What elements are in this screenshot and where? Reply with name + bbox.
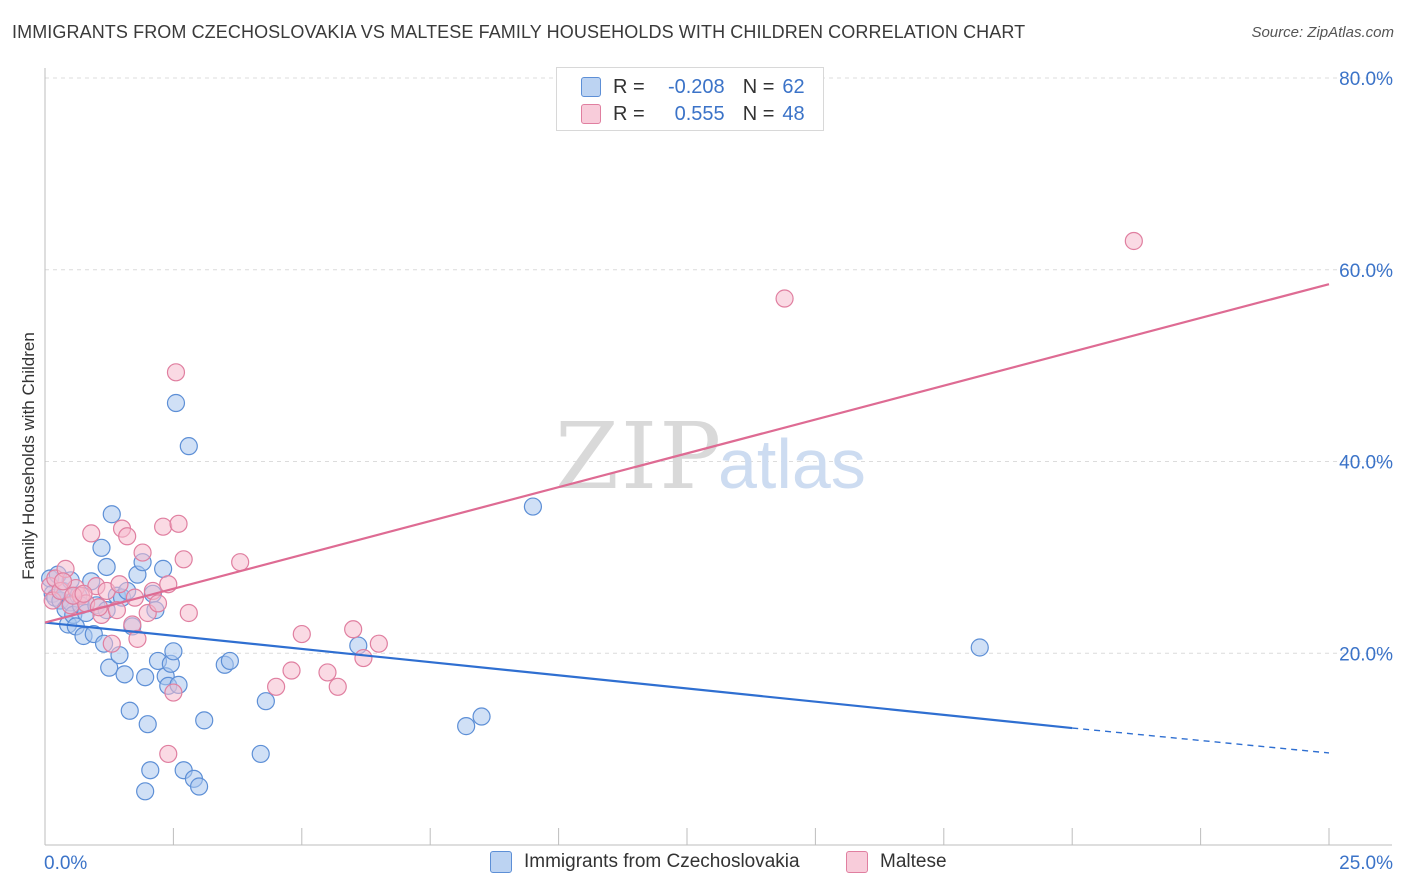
grid-lines	[45, 77, 1392, 654]
czechoslovakia-point	[115, 665, 134, 684]
maltese-point	[318, 663, 337, 682]
y-axis-label: Family Households with Children	[19, 332, 38, 580]
chart-title: IMMIGRANTS FROM CZECHOSLOVAKIA VS MALTES…	[12, 22, 1026, 42]
legend-n-value: 48	[782, 102, 805, 125]
y-tick-label: 40.0%	[1339, 453, 1393, 474]
czechoslovakia-point	[102, 505, 121, 524]
maltese-trend-line	[44, 283, 1330, 624]
czechoslovakia-point	[256, 692, 275, 711]
czechoslovakia-point	[472, 707, 491, 726]
czechoslovakia-point	[136, 668, 155, 687]
maltese-point	[53, 572, 73, 591]
y-tick-label: 20.0%	[1339, 644, 1393, 665]
legend-n-value: 62	[782, 75, 805, 98]
x-tick-labels: 0.0% 25.0%	[44, 853, 1393, 874]
series-legend-pink-swatch	[846, 851, 868, 873]
x-tick-label: 0.0%	[44, 853, 87, 874]
maltese-point	[166, 363, 186, 382]
correlation-legend: R = -0.208 N = 62 R = 0.555 N = 48	[556, 67, 824, 131]
maltese-point	[328, 677, 347, 696]
watermark: ZIP atlas	[555, 403, 866, 510]
maltese-point	[775, 289, 794, 308]
maltese-point	[179, 603, 198, 623]
watermark-atlas: atlas	[718, 425, 866, 503]
czechoslovakia-point	[136, 782, 155, 801]
legend-swatch-blue	[581, 77, 601, 97]
maltese-point	[74, 584, 93, 603]
maltese-point	[133, 543, 152, 562]
czechoslovakia-point	[166, 393, 186, 413]
maltese-point	[128, 629, 147, 648]
maltese-point	[82, 524, 101, 543]
series-legend-maltese: Maltese	[846, 851, 947, 873]
legend-n-label: N =	[742, 102, 775, 125]
maltese-point	[354, 648, 373, 668]
czechoslovakia-point	[457, 717, 476, 736]
y-tick-labels: 20.0% 40.0% 60.0% 80.0%	[1339, 69, 1393, 665]
czechoslovakia-point	[92, 538, 111, 557]
maltese-point	[1124, 231, 1143, 251]
series-legend-label: Immigrants from Czechoslovakia	[524, 851, 800, 872]
maltese-point	[118, 527, 137, 546]
maltese-point	[267, 677, 286, 696]
maltese-point	[110, 575, 129, 594]
czechoslovakia-trend-line	[44, 621, 1073, 730]
maltese-point	[174, 550, 193, 569]
series-legend-czechoslovakia: Immigrants from Czechoslovakia	[490, 851, 800, 873]
czechoslovakia-trend-extension	[1072, 727, 1330, 754]
watermark-zip: ZIP	[555, 403, 723, 510]
czechoslovakia-point	[195, 711, 214, 730]
czechoslovakia-point	[141, 761, 160, 780]
legend-n-label: N =	[742, 75, 775, 98]
legend-r-value: -0.208	[667, 75, 725, 98]
czechoslovakia-point	[120, 701, 139, 720]
maltese-point	[169, 514, 188, 533]
series-legend: Immigrants from Czechoslovakia Maltese	[0, 851, 1406, 877]
czechoslovakia-point	[189, 777, 209, 796]
x-tick-label: 25.0%	[1339, 853, 1393, 874]
maltese-point	[148, 594, 168, 613]
maltese-point	[164, 683, 183, 702]
axes	[44, 68, 1392, 846]
czechoslovakia-point	[100, 658, 119, 677]
maltese-point	[292, 624, 311, 644]
maltese-point	[102, 634, 121, 653]
series-legend-blue-swatch	[490, 851, 512, 873]
series-legend-label: Maltese	[880, 851, 947, 872]
trend-lines	[44, 283, 1330, 754]
source-label: Source: ZipAtlas.com	[1251, 24, 1394, 41]
legend-r-label: R =	[613, 102, 645, 125]
legend-swatch-pink	[581, 104, 601, 124]
czechoslovakia-point	[154, 559, 173, 578]
maltese-point	[369, 634, 388, 653]
maltese-point	[159, 744, 178, 764]
czechoslovakia-point	[179, 437, 198, 456]
czechoslovakia-point	[97, 557, 116, 577]
czechoslovakia-point	[220, 651, 239, 671]
czechoslovakia-point	[970, 638, 989, 657]
y-tick-label: 80.0%	[1339, 69, 1393, 90]
legend-row-czechoslovakia: R = -0.208 N = 62	[557, 73, 805, 101]
czechoslovakia-point	[523, 497, 543, 516]
legend-r-value: 0.555	[674, 102, 725, 125]
y-tick-label: 60.0%	[1339, 261, 1393, 282]
czechoslovakia-point	[164, 642, 183, 661]
legend-row-maltese: R = 0.555 N = 48	[557, 100, 805, 128]
maltese-point	[231, 553, 250, 572]
maltese-point	[154, 517, 173, 536]
maltese-point	[282, 661, 301, 680]
maltese-point	[344, 620, 363, 639]
czechoslovakia-point	[251, 744, 270, 764]
czechoslovakia-point	[138, 715, 157, 734]
legend-r-label: R =	[613, 75, 645, 98]
